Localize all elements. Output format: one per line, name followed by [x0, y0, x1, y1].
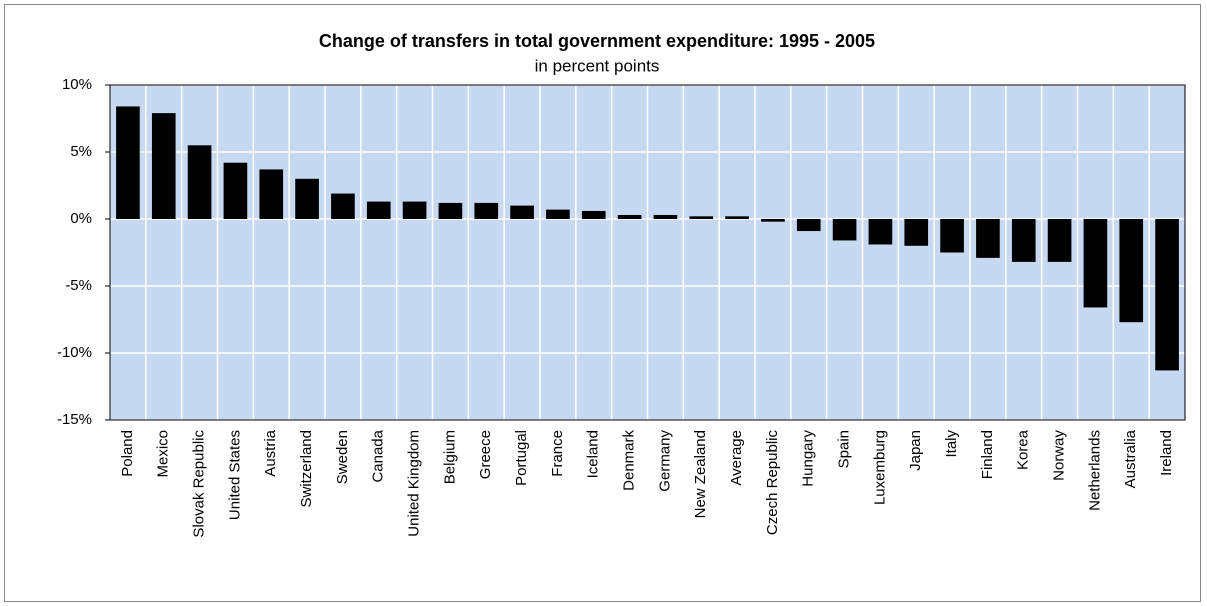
- x-tick-label: Australia: [1122, 429, 1139, 488]
- bar: [868, 219, 893, 245]
- x-tick-label: Iceland: [585, 430, 602, 478]
- bar: [223, 162, 248, 219]
- bar: [761, 219, 785, 222]
- bar: [151, 113, 176, 219]
- x-tick-label: Germany: [656, 430, 673, 492]
- x-tick-label: Mexico: [155, 430, 172, 478]
- x-tick-label: Luxemburg: [871, 430, 888, 505]
- x-tick-label: New Zealand: [692, 430, 709, 518]
- bar: [832, 219, 857, 241]
- bar: [1119, 219, 1144, 323]
- y-tick-label: -15%: [57, 411, 92, 428]
- bar: [546, 209, 570, 219]
- bar: [295, 178, 319, 219]
- bar: [116, 106, 140, 219]
- bar: [796, 219, 821, 232]
- bar: [617, 214, 642, 219]
- bar: [438, 202, 463, 219]
- x-tick-label: United Kingdom: [406, 430, 423, 537]
- x-tick-label: Austria: [262, 429, 279, 476]
- x-tick-label: Hungary: [800, 430, 817, 487]
- bar: [474, 202, 499, 219]
- x-tick-label: Italy: [943, 430, 960, 458]
- x-tick-label: Greece: [477, 430, 494, 479]
- bar: [653, 214, 678, 219]
- x-tick-label: Netherlands: [1086, 430, 1103, 511]
- x-tick-label: Czech Republic: [764, 430, 781, 536]
- y-tick-label: 0%: [70, 210, 92, 227]
- x-tick-label: Korea: [1015, 429, 1032, 470]
- bar: [331, 193, 355, 219]
- bar: [904, 219, 929, 246]
- bar: [1155, 219, 1179, 371]
- bar: [581, 210, 606, 219]
- bar: [1083, 219, 1108, 308]
- bar: [259, 169, 284, 219]
- x-tick-label: United States: [226, 430, 243, 520]
- x-tick-label: Spain: [836, 430, 853, 468]
- x-tick-label: France: [549, 430, 566, 477]
- x-tick-label: Sweden: [334, 430, 351, 484]
- bar: [510, 205, 534, 219]
- bar: [402, 201, 427, 219]
- x-tick-label: Poland: [119, 430, 136, 477]
- y-tick-label: 5%: [70, 143, 92, 160]
- chart-subtitle: in percent points: [535, 56, 660, 75]
- plot-frame: [109, 84, 1186, 421]
- bar: [725, 216, 749, 219]
- y-tick-label: -10%: [57, 344, 92, 361]
- x-tick-label: Denmark: [621, 430, 638, 491]
- bar: [366, 201, 391, 219]
- x-tick-label: Portugal: [513, 430, 530, 486]
- y-tick-label: 10%: [62, 76, 92, 93]
- x-tick-label: Norway: [1051, 430, 1068, 481]
- bar: [187, 145, 212, 219]
- bar: [1047, 219, 1072, 262]
- x-tick-label: Canada: [370, 429, 387, 482]
- x-tick-label: Average: [728, 430, 745, 486]
- x-tick-label: Finland: [979, 430, 996, 479]
- x-tick-label: Japan: [907, 430, 924, 471]
- y-tick-label: -5%: [65, 277, 92, 294]
- x-tick-label: Slovak Republic: [191, 430, 208, 538]
- chart-title: Change of transfers in total government …: [319, 31, 875, 51]
- x-tick-label: Ireland: [1158, 430, 1175, 476]
- bar: [940, 219, 964, 253]
- bar: [1011, 219, 1036, 262]
- bar: [689, 216, 714, 219]
- bar: [976, 219, 1000, 258]
- x-tick-label: Belgium: [441, 430, 458, 484]
- x-tick-label: Switzerland: [298, 430, 315, 508]
